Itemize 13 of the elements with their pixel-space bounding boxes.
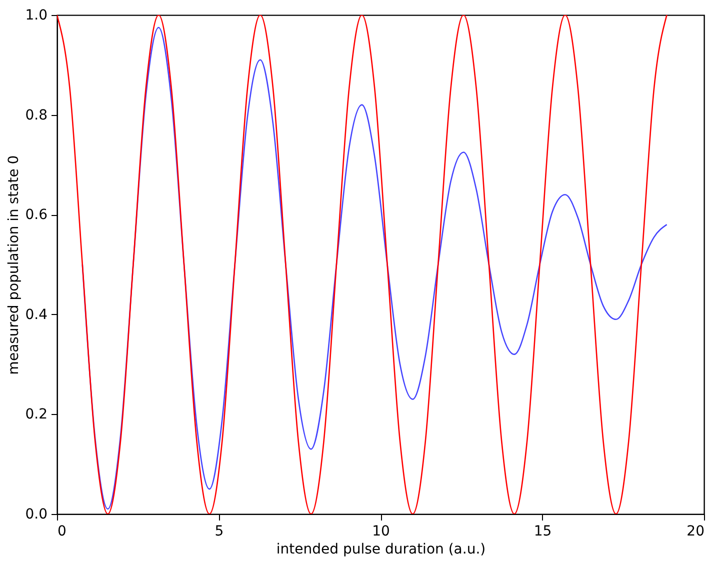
x-axis-title: intended pulse duration (a.u.) — [276, 542, 486, 558]
y-tick-label: 0.4 — [25, 306, 48, 323]
y-tick-label: 0.6 — [25, 207, 48, 224]
x-tick-label: 20 — [686, 524, 704, 540]
y-tick-label: 0.0 — [25, 506, 48, 522]
x-tick-label: 15 — [534, 524, 552, 540]
x-tick-label: 0 — [58, 524, 66, 540]
x-tick-label: 5 — [214, 524, 224, 540]
y-tick-label: 1.0 — [25, 8, 48, 24]
y-tick-label: 0.8 — [25, 107, 48, 124]
y-tick-label: 0.2 — [25, 406, 48, 423]
y-axis-title: measured population in state 0 — [6, 155, 22, 375]
x-tick-label: 10 — [372, 524, 390, 540]
